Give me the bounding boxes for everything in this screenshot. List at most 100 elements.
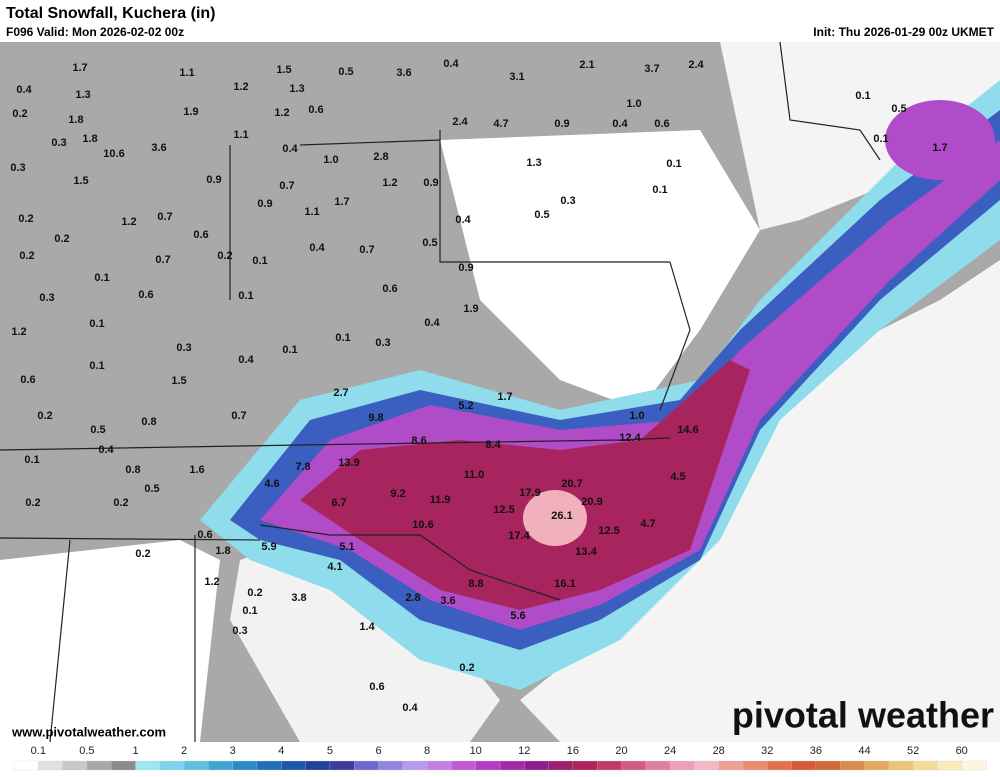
legend-swatch [13, 760, 39, 771]
snow-amount: 12.5 [598, 525, 619, 537]
snow-amount: 1.6 [189, 464, 204, 476]
snow-amount: 1.5 [171, 375, 186, 387]
legend-swatch [621, 760, 647, 771]
legend-swatch [937, 760, 963, 771]
snow-amount: 0.7 [359, 244, 374, 256]
snow-amount: 0.4 [455, 214, 471, 226]
new-england-band [885, 100, 995, 180]
snow-amount: 0.4 [98, 444, 114, 456]
snow-amount: 5.1 [339, 541, 354, 553]
snow-amount: 0.4 [16, 84, 32, 96]
legend-swatch [864, 760, 890, 771]
snow-amount: 0.1 [282, 344, 297, 356]
snow-amount: 1.2 [204, 576, 219, 588]
snow-amount: 0.6 [193, 229, 208, 241]
snow-amount: 13.4 [575, 546, 597, 558]
snow-amount: 5.9 [261, 541, 276, 553]
legend-swatch [232, 760, 258, 771]
legend-label: 52 [907, 745, 919, 757]
snow-amount: 0.4 [612, 118, 628, 130]
snow-amount: 1.8 [68, 114, 83, 126]
legend-swatch [208, 760, 234, 771]
snow-amount: 3.1 [509, 71, 524, 83]
snow-amount: 0.4 [238, 354, 254, 366]
snow-amount: 6.7 [331, 497, 346, 509]
snow-amount: 0.1 [252, 255, 267, 267]
snow-amount: 20.7 [561, 478, 582, 490]
legend-label: 10 [470, 745, 482, 757]
legend-label: 8 [424, 745, 430, 757]
legend-swatch [62, 760, 88, 771]
snow-amount: 1.4 [359, 621, 375, 633]
legend-swatch [767, 760, 793, 771]
snow-amount: 11.0 [464, 469, 485, 481]
southwest-light [0, 540, 220, 742]
snow-amount: 0.2 [12, 108, 27, 120]
legend-swatch [475, 760, 501, 771]
snow-amount: 1.7 [334, 196, 349, 208]
snow-amount: 0.5 [90, 424, 105, 436]
legend-label: 36 [810, 745, 822, 757]
snow-amount: 10.6 [412, 519, 433, 531]
legend-swatch [86, 760, 112, 771]
snow-amount: 0.9 [458, 262, 473, 274]
snow-amount: 0.1 [24, 454, 39, 466]
snow-amount: 2.4 [452, 116, 468, 128]
legend-swatch [524, 760, 550, 771]
snow-amount: 3.6 [440, 595, 455, 607]
legend-label: 60 [956, 745, 968, 757]
snow-amount: 17.9 [519, 487, 540, 499]
snow-amount: 0.9 [206, 174, 221, 186]
legend-swatch [548, 760, 574, 771]
snow-amount: 0.4 [309, 242, 325, 254]
snow-amount: 3.6 [396, 67, 411, 79]
snow-amount: 1.2 [121, 216, 136, 228]
legend-swatch [961, 760, 987, 771]
snow-amount: 12.5 [493, 504, 514, 516]
legend-swatch [402, 760, 428, 771]
snow-amount: 1.0 [323, 154, 338, 166]
snow-amount: 0.6 [138, 289, 153, 301]
legend-swatch [159, 760, 185, 771]
snow-amount: 0.4 [282, 143, 298, 155]
snow-amount: 0.7 [279, 180, 294, 192]
snow-amount: 17.4 [508, 530, 530, 542]
snow-amount: 1.3 [289, 83, 304, 95]
watermark: pivotal weather [732, 695, 994, 736]
snow-amount: 0.3 [39, 292, 54, 304]
snow-amount: 0.1 [666, 158, 681, 170]
snow-amount: 0.8 [125, 464, 140, 476]
legend-label: 6 [375, 745, 381, 757]
legend: 0.1 0.5 1 2 3 4 5 6 8 10 12 16 20 24 28 32 36 44 52 60 [13, 745, 987, 771]
snow-amount: 10.6 [103, 148, 124, 160]
light-area [440, 130, 760, 410]
legend-label: 24 [664, 745, 676, 757]
snow-amount: 0.4 [443, 58, 459, 70]
legend-swatch [815, 760, 841, 771]
snow-amount: 1.2 [11, 326, 26, 338]
legend-label: 1 [132, 745, 138, 757]
snow-amount: 1.2 [233, 81, 248, 93]
snow-amount: 0.5 [422, 237, 437, 249]
legend-label: 16 [567, 745, 579, 757]
legend-swatch [499, 760, 525, 771]
snow-amount: 0.2 [25, 497, 40, 509]
snow-amount: 0.2 [459, 662, 474, 674]
snow-max [300, 360, 750, 610]
snow-amount: 1.9 [463, 303, 478, 315]
snow-amount: 0.4 [402, 702, 418, 714]
snow-amount: 3.8 [291, 592, 306, 604]
snow-amount: 2.4 [688, 59, 704, 71]
legend-label: 3 [230, 745, 236, 757]
snow-amount: 7.8 [295, 461, 310, 473]
snow-amount: 0.4 [424, 317, 440, 329]
legend-swatch [742, 760, 768, 771]
legend-swatch [451, 760, 477, 771]
snow-amount: 0.6 [654, 118, 669, 130]
snow-amount: 1.1 [304, 206, 319, 218]
snow-amount: 0.6 [369, 681, 384, 693]
snow-amount: 8.6 [411, 435, 426, 447]
snow-amount: 0.1 [89, 318, 104, 330]
snow-amount: 0.1 [873, 133, 888, 145]
